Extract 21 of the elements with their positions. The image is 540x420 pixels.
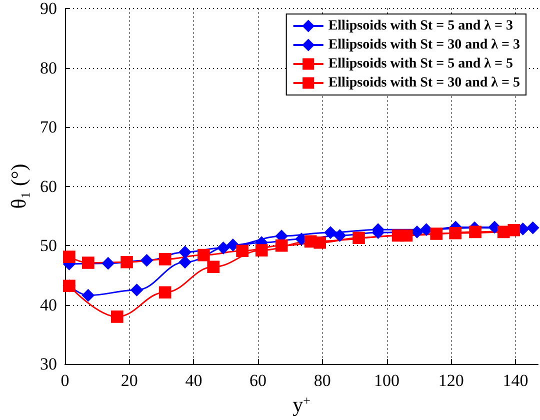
legend-label: Ellipsoids with St = 5 and λ = 5 [328, 56, 514, 72]
x-axis-title: y+ [292, 392, 310, 416]
x-tick-label: 100 [374, 371, 400, 390]
y-tick-label: 50 [40, 236, 57, 256]
x-tick-label: 60 [250, 371, 267, 390]
y-tick-label: 40 [40, 295, 57, 314]
y-axis-title: θ₁ (°) [6, 164, 31, 209]
y-tick-label: 30 [40, 354, 57, 374]
y-tick-label: 60 [40, 176, 57, 196]
y-tick-label: 70 [40, 118, 57, 137]
x-tick-label: 80 [314, 371, 331, 390]
legend-label: Ellipsoids with St = 30 and λ = 3 [328, 38, 520, 52]
x-tick-label: 140 [502, 371, 528, 390]
y-tick-label: 80 [40, 58, 57, 78]
legend-label: Ellipsoids with St = 30 and λ = 5 [328, 76, 520, 90]
legend-label: Ellipsoids with St = 5 and λ = 3 [328, 18, 514, 34]
x-tick-label: 20 [120, 371, 138, 390]
x-tick-label: 120 [438, 371, 464, 390]
x-tick-label: 0 [60, 371, 70, 390]
y-tick-label: 90 [40, 0, 57, 18]
x-tick-label: 40 [185, 371, 202, 390]
